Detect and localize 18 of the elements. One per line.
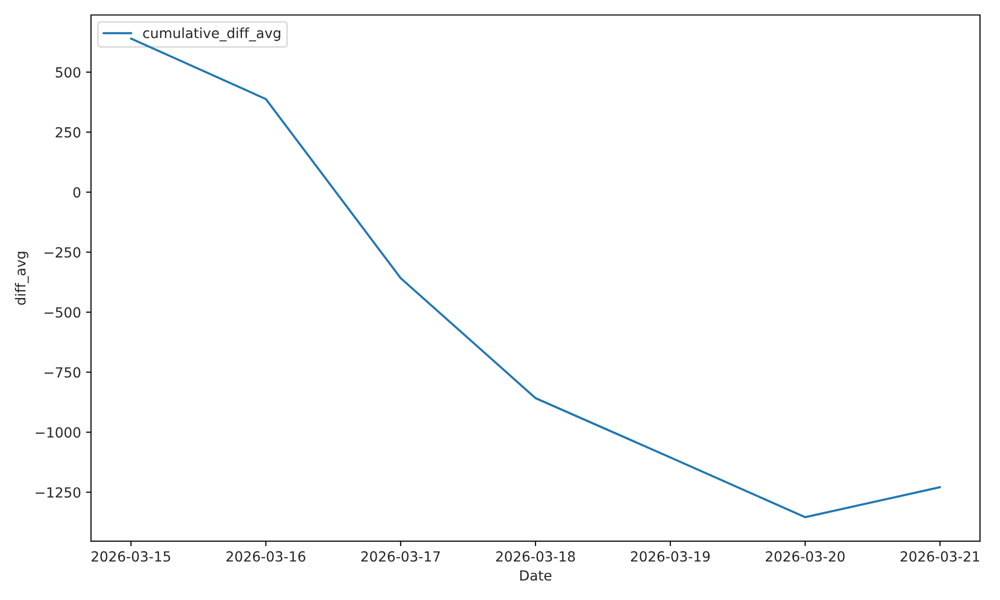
x-tick-label: 2026-03-21 [900,551,980,562]
y-tick-label: −750 [44,367,80,378]
x-tick-label: 2026-03-18 [496,551,575,562]
x-tick-label: 2026-03-20 [766,551,845,562]
y-axis-title: diff_avg [14,252,29,305]
x-tick-label: 2026-03-19 [631,551,710,562]
x-tick-label: 2026-03-15 [92,551,170,562]
y-tick-label: 250 [56,127,80,138]
y-tick-label: 0 [73,187,80,198]
x-axis-title: Date [520,570,552,581]
y-tick-label: −1250 [36,487,80,498]
x-tick-label: 2026-03-17 [361,551,440,562]
y-tick-label: −250 [44,247,80,258]
y-tick-label: 500 [56,67,80,78]
y-tick-label: −1000 [36,427,80,438]
legend-label: cumulative_diff_avg [143,28,280,42]
y-tick-label: −500 [44,307,80,318]
x-tick-label: 2026-03-16 [226,551,306,562]
